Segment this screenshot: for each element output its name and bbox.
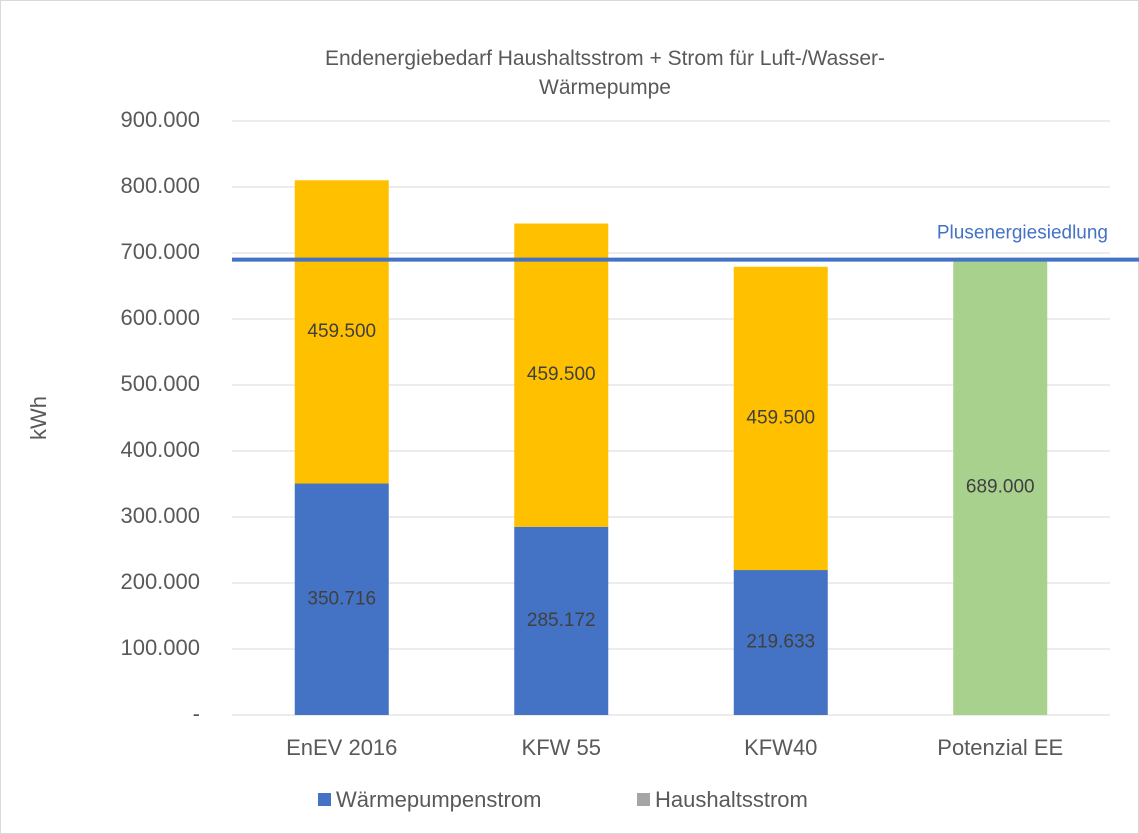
x-tick-label: EnEV 2016 (286, 735, 397, 760)
x-tick-label: Potenzial EE (937, 735, 1063, 760)
data-label: 285.172 (527, 610, 596, 631)
x-tick-label: KFW 55 (522, 735, 601, 760)
y-tick-label: 200.000 (120, 569, 200, 594)
legend-swatch (318, 793, 331, 806)
data-label: 459.500 (307, 321, 376, 342)
y-tick-label: 400.000 (120, 437, 200, 462)
bar-segment (733, 570, 828, 715)
data-label: 459.500 (527, 364, 596, 385)
y-axis-label: kWh (26, 396, 51, 440)
bar-segment (514, 526, 609, 715)
legend-label: Haushaltsstrom (655, 787, 808, 812)
bar-segment (294, 483, 389, 715)
chart-title: Endenergiebedarf Haushaltsstrom + Strom … (324, 47, 886, 99)
bar-segment (953, 260, 1048, 715)
y-tick-label: 300.000 (120, 503, 200, 528)
legend-label: Wärmepumpenstrom (336, 787, 541, 812)
y-tick-label: 100.000 (120, 635, 200, 660)
bar-segment (294, 180, 389, 484)
x-tick-label: KFW40 (744, 735, 817, 760)
y-tick-label: 900.000 (120, 107, 200, 132)
data-label: 459.500 (746, 407, 815, 428)
y-tick-label: - (193, 701, 200, 726)
bar-segment (733, 266, 828, 571)
y-tick-label: 700.000 (120, 239, 200, 264)
y-tick-label: 500.000 (120, 371, 200, 396)
reference-line-label: Plusenergiesiedlung (937, 223, 1108, 244)
data-label: 219.633 (746, 632, 815, 653)
y-tick-label: 800.000 (120, 173, 200, 198)
legend-swatch (637, 793, 650, 806)
data-label: 350.716 (307, 588, 376, 609)
y-tick-label: 600.000 (120, 305, 200, 330)
data-label: 689.000 (966, 477, 1035, 498)
bar-segment (514, 223, 609, 527)
